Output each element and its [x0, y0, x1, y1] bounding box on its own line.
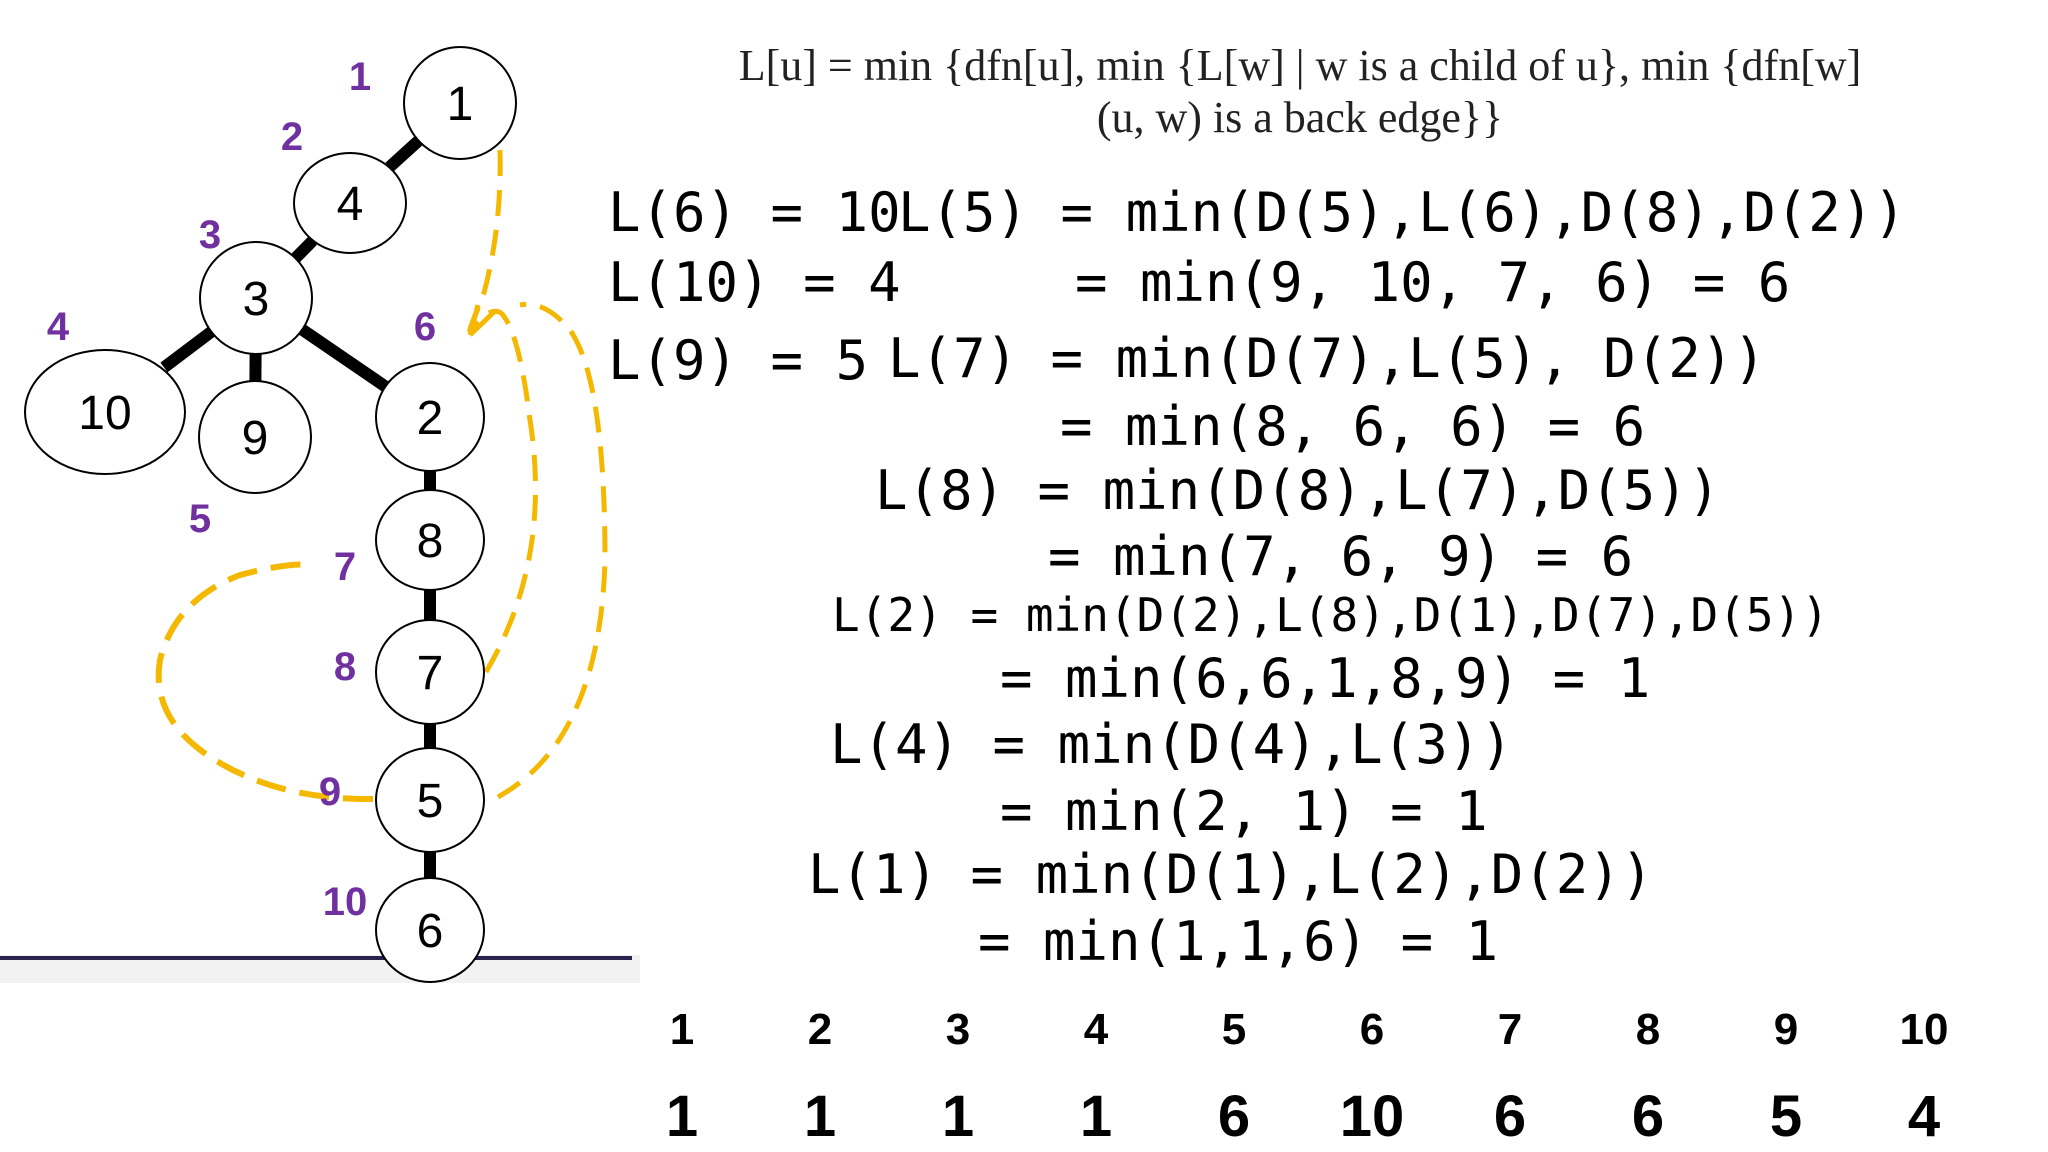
node-label: 7 — [417, 647, 444, 700]
node-circle — [403, 46, 517, 160]
table-value-10: 4 — [1907, 1084, 1941, 1149]
node-label: 10 — [78, 387, 131, 440]
tree-node-4: 4 — [293, 152, 407, 254]
calc-l8-result: = min(7, 6, 9) = 6 — [1048, 525, 1634, 588]
dfn-label-5: 9 — [319, 770, 341, 814]
formula-line-2: (u, w) is a back edge}} — [1096, 93, 1504, 142]
tree-node-3: 3 — [199, 241, 313, 355]
tree-edge-3-10 — [160, 326, 215, 373]
calc-l7-result: = min(8, 6, 6) = 6 — [1060, 395, 1646, 458]
tree-edge-4-3 — [291, 236, 317, 263]
node-circle — [375, 877, 485, 983]
tree-node-7: 7 — [375, 619, 485, 725]
node-label: 9 — [242, 412, 269, 465]
back-edge-5-2 — [496, 301, 608, 800]
tree-edge-3-2 — [298, 324, 389, 392]
dfn-label-8: 7 — [334, 545, 356, 589]
tree-edge-1-4 — [385, 136, 423, 172]
node-circle — [375, 362, 485, 472]
dfn-label-3: 3 — [199, 213, 221, 257]
node-label: 3 — [243, 273, 270, 326]
dfn-label-7: 8 — [334, 645, 356, 689]
table-index-8: 8 — [1635, 1005, 1661, 1054]
tree-node-10: 10 — [24, 349, 186, 475]
tree-node-2: 2 — [375, 362, 485, 472]
node-circle — [198, 380, 312, 494]
dfn-label-9: 5 — [189, 497, 211, 541]
calc-l7-expr: L(7) = min(D(7),L(5), D(2)) — [888, 327, 1766, 390]
table-value-1: 1 — [665, 1084, 699, 1149]
node-circle — [375, 619, 485, 725]
table-index-7: 7 — [1497, 1005, 1523, 1054]
calc-l8-expr: L(8) = min(D(8),L(7),D(5)) — [875, 459, 1721, 522]
dfn-label-1: 1 — [349, 55, 371, 99]
node-label: 1 — [447, 78, 474, 131]
calc-l4-expr: L(4) = min(D(4),L(3)) — [830, 713, 1513, 776]
tree-node-9: 9 — [198, 380, 312, 494]
node-label: 2 — [417, 392, 444, 445]
calc-l1-result: = min(1,1,6) = 1 — [978, 910, 1499, 973]
calc-l2-result: = min(6,6,1,8,9) = 1 — [1000, 647, 1651, 710]
node-circle — [375, 747, 485, 853]
table-value-4: 1 — [1079, 1084, 1113, 1149]
table-index-2: 2 — [807, 1005, 833, 1054]
dfn-label-4: 2 — [281, 115, 303, 159]
calc-l4-result: = min(2, 1) = 1 — [1000, 780, 1488, 843]
calc-l5-result: = min(9, 10, 7, 6) = 6 — [1075, 251, 1791, 314]
table-index-10: 10 — [1899, 1005, 1949, 1054]
dfn-label-2: 6 — [414, 305, 436, 349]
formula-line-1: L[u] = min {dfn[u], min {L[w] | w is a c… — [738, 41, 1862, 90]
low-value-formula: L[u] = min {dfn[u], min {L[w] | w is a c… — [600, 40, 2000, 144]
back-edge-7-2 — [468, 308, 538, 674]
node-circle — [293, 152, 407, 254]
tree-node-5: 5 — [375, 747, 485, 853]
dfn-label-10: 4 — [47, 305, 70, 349]
table-value-8: 6 — [1631, 1084, 1665, 1149]
calc-l6: L(6) = 10 — [608, 181, 901, 244]
node-circle — [24, 349, 186, 475]
table-index-9: 9 — [1773, 1005, 1799, 1054]
table-index-5: 5 — [1221, 1005, 1247, 1054]
table-value-2: 1 — [803, 1084, 837, 1149]
back-edge-5-8 — [155, 561, 374, 803]
table-value-9: 5 — [1769, 1084, 1803, 1149]
dfn-label-6: 10 — [323, 880, 368, 924]
tree-node-1: 1 — [403, 46, 517, 160]
node-label: 4 — [337, 178, 364, 231]
calc-l5-expr: L(5) = min(D(5),L(6),D(8),D(2)) — [898, 181, 1906, 244]
calc-l2-expr: L(2) = min(D(2),L(8),D(1),D(7),D(5)) — [832, 588, 1829, 642]
table-value-6: 10 — [1339, 1084, 1405, 1149]
node-label: 6 — [417, 905, 444, 958]
table-value-7: 6 — [1493, 1084, 1527, 1149]
calc-l10: L(10) = 4 — [608, 251, 901, 314]
table-index-1: 1 — [669, 1005, 695, 1054]
node-label: 5 — [417, 775, 444, 828]
node-label: 8 — [417, 515, 444, 568]
calc-l9: L(9) = 5 — [608, 329, 869, 392]
table-index-4: 4 — [1083, 1005, 1109, 1054]
node-circle — [375, 489, 485, 591]
table-value-3: 1 — [941, 1084, 975, 1149]
tree-node-8: 8 — [375, 489, 485, 591]
calc-l1-expr: L(1) = min(D(1),L(2),D(2)) — [808, 843, 1654, 906]
node-circle — [199, 241, 313, 355]
table-index-3: 3 — [945, 1005, 971, 1054]
table-value-5: 6 — [1217, 1084, 1251, 1149]
table-index-6: 6 — [1359, 1005, 1385, 1054]
back-edge-2-1-arrow — [467, 304, 496, 337]
tree-node-6: 6 — [375, 877, 485, 983]
